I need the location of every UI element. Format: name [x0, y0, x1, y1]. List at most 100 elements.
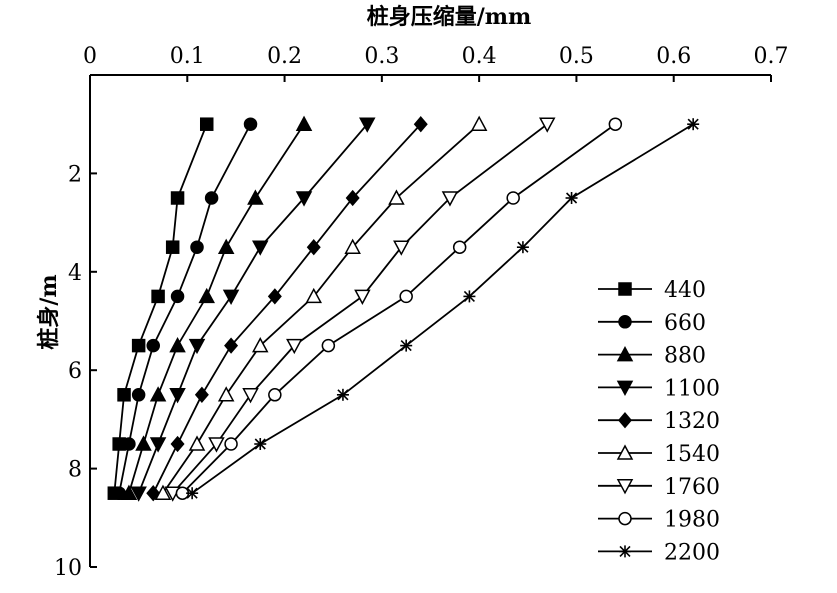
legend-item-440: 440 — [598, 278, 706, 303]
y-tick-label: 6 — [68, 359, 82, 384]
legend-item-1760: 1760 — [598, 475, 720, 500]
data-point — [224, 337, 239, 354]
legend-item-660: 660 — [598, 311, 706, 336]
data-point — [251, 337, 269, 353]
data-point — [345, 189, 360, 207]
data-point — [388, 189, 405, 205]
x-tick-label: 0.2 — [267, 44, 302, 69]
x-tick-label: 0 — [83, 44, 97, 69]
series-880 — [120, 115, 313, 500]
series-line-1100 — [137, 123, 368, 494]
legend-item-880: 880 — [598, 344, 706, 369]
data-point — [254, 438, 267, 450]
data-point — [565, 192, 578, 204]
data-point — [441, 191, 459, 207]
y-tick-label: 2 — [68, 162, 82, 187]
data-point — [208, 437, 225, 453]
data-point — [169, 388, 186, 404]
asterisk-stroke — [463, 290, 475, 302]
data-point — [146, 338, 160, 353]
asterisk-stroke — [337, 389, 349, 401]
legend-marker — [618, 511, 632, 526]
data-point — [506, 191, 520, 205]
legend-marker — [616, 444, 634, 460]
data-point — [170, 289, 185, 304]
data-point — [169, 337, 186, 353]
legend-label: 440 — [664, 278, 706, 303]
data-point — [393, 240, 410, 256]
data-point — [131, 388, 146, 402]
series-1100 — [130, 117, 376, 502]
asterisk-stroke — [517, 241, 529, 253]
legend-item-1540: 1540 — [598, 442, 720, 467]
legend-item-1980: 1980 — [598, 508, 720, 533]
data-point — [321, 338, 336, 353]
data-point — [188, 338, 206, 355]
data-point — [165, 240, 180, 254]
x-tick-label: 0.3 — [364, 44, 399, 69]
data-point — [336, 388, 349, 401]
legend-label: 1760 — [664, 475, 720, 500]
asterisk-stroke — [400, 340, 412, 352]
x-tick-label: 0.5 — [559, 44, 594, 69]
data-point — [295, 191, 313, 207]
data-point — [194, 386, 209, 403]
asterisk-stroke — [687, 118, 699, 130]
data-point — [516, 241, 529, 254]
x-tick-label: 0.4 — [462, 44, 497, 69]
data-point — [120, 484, 138, 500]
data-point — [149, 437, 167, 453]
legend-label: 880 — [664, 344, 706, 369]
y-tick-label: 10 — [54, 556, 82, 581]
legend-marker — [618, 282, 632, 296]
data-point — [243, 117, 258, 131]
data-point — [470, 115, 488, 131]
x-tick-label: 0.6 — [656, 44, 691, 69]
data-point — [354, 289, 371, 305]
x-tick-label: 0.1 — [170, 44, 205, 69]
legend-item-1100: 1100 — [598, 376, 720, 401]
data-point — [186, 487, 199, 500]
legend-marker — [618, 315, 632, 329]
x-tick-label: 0.7 — [754, 44, 789, 69]
data-point — [151, 289, 165, 304]
data-point — [608, 117, 623, 131]
y-tick-label: 4 — [68, 261, 82, 286]
series-1540 — [154, 115, 488, 500]
data-point — [131, 338, 146, 353]
series-line-1540 — [162, 123, 480, 494]
data-point — [295, 115, 313, 131]
legend-label: 2200 — [664, 540, 720, 565]
data-point — [117, 388, 131, 402]
series-1760 — [164, 117, 556, 502]
series-line-440 — [113, 123, 208, 494]
data-point — [170, 191, 185, 205]
legend-marker — [616, 346, 634, 362]
legend-marker — [616, 479, 634, 495]
data-point — [400, 339, 413, 352]
data-point — [538, 117, 556, 133]
asterisk-stroke — [254, 438, 266, 450]
data-point — [413, 116, 428, 133]
data-point — [305, 287, 323, 304]
series-1320 — [146, 116, 428, 502]
legend: 440 660 880 1100 1320 1540 1760 1980 2200 — [598, 278, 720, 565]
legend-label: 1540 — [664, 442, 720, 467]
data-point — [170, 435, 185, 453]
data-point — [135, 435, 152, 451]
data-point — [268, 388, 282, 402]
data-point — [217, 238, 235, 254]
data-point — [399, 289, 413, 304]
data-point — [217, 386, 235, 402]
legend-marker — [619, 545, 631, 558]
series-line-660 — [118, 123, 252, 494]
data-point — [267, 288, 282, 305]
legend-label: 660 — [664, 311, 706, 336]
data-point — [359, 117, 376, 133]
data-point — [222, 289, 240, 305]
data-point — [198, 287, 215, 304]
data-point — [344, 238, 361, 254]
data-point — [122, 437, 136, 451]
